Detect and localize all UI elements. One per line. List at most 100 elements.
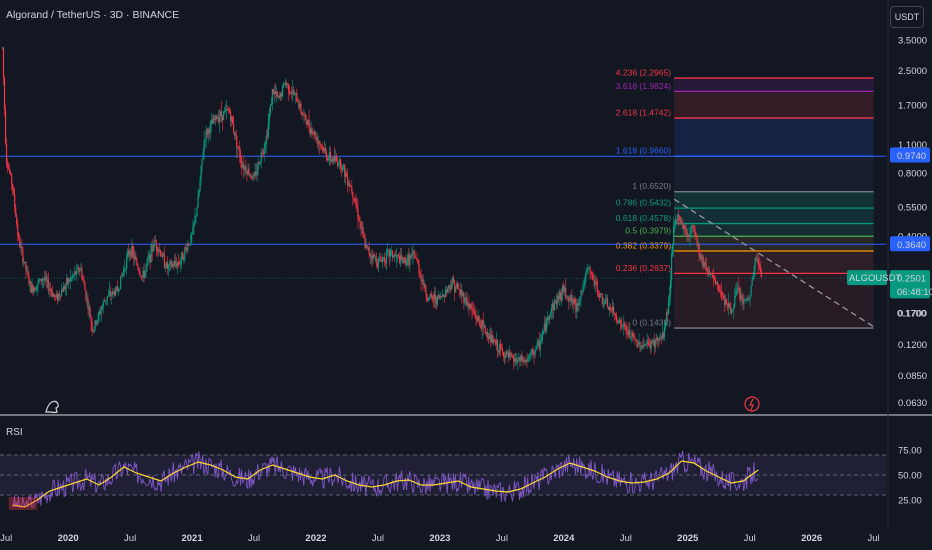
candle-body bbox=[668, 293, 671, 300]
candle-body bbox=[687, 235, 689, 237]
candle-body bbox=[742, 298, 744, 305]
candle-body bbox=[553, 300, 556, 311]
candle-body bbox=[577, 303, 579, 306]
candle-body bbox=[298, 102, 300, 108]
candle-body bbox=[450, 286, 452, 290]
chart-title[interactable]: Algorand / TetherUS · 3D · BINANCE bbox=[6, 9, 180, 21]
candle-body bbox=[747, 298, 749, 301]
candle-body bbox=[612, 306, 615, 313]
candle-body bbox=[338, 159, 341, 165]
fib-zone bbox=[674, 208, 874, 224]
candle-body bbox=[707, 270, 709, 273]
candle-body bbox=[453, 277, 455, 283]
candle-body bbox=[532, 348, 534, 355]
candle-body bbox=[661, 332, 664, 339]
candle-body bbox=[278, 95, 281, 98]
candle-body bbox=[457, 283, 459, 289]
price-tag-label: 0.1700 bbox=[897, 308, 926, 319]
candle-body bbox=[492, 339, 494, 344]
candle-body bbox=[137, 265, 139, 270]
candle-body bbox=[146, 259, 148, 266]
candle-body bbox=[753, 266, 755, 278]
candle-body bbox=[615, 313, 617, 316]
candle-body bbox=[406, 261, 408, 266]
candle-body bbox=[149, 254, 151, 263]
candle-body bbox=[293, 89, 295, 95]
time-tick-label: Jul bbox=[248, 533, 260, 544]
candle-body bbox=[420, 274, 422, 282]
candle-body bbox=[18, 235, 20, 239]
candle-body bbox=[2, 47, 5, 79]
candle-body bbox=[307, 119, 309, 125]
candle-body bbox=[660, 336, 663, 339]
candle-body bbox=[634, 338, 636, 340]
price-tag-label: 0.3640 bbox=[897, 240, 926, 251]
candle-body bbox=[37, 280, 39, 285]
candle-body bbox=[54, 295, 57, 297]
candle-body bbox=[389, 251, 392, 257]
candle-body bbox=[712, 275, 714, 279]
candle-body bbox=[447, 285, 450, 289]
candle-body bbox=[189, 244, 191, 246]
candle-body bbox=[219, 111, 222, 118]
candle-body bbox=[91, 322, 93, 331]
candle-body bbox=[134, 256, 136, 260]
candle-body bbox=[726, 299, 728, 305]
candle-body bbox=[744, 299, 746, 301]
candle-body bbox=[561, 292, 563, 301]
candle-body bbox=[629, 330, 631, 338]
candle-body bbox=[688, 235, 690, 238]
candle-body bbox=[221, 115, 224, 121]
candle-body bbox=[412, 251, 414, 254]
candle-body bbox=[235, 135, 237, 137]
candle-body bbox=[385, 250, 388, 264]
candle-body bbox=[483, 325, 485, 327]
rsi-moving-average bbox=[12, 460, 759, 508]
candle-body bbox=[227, 109, 230, 111]
candle-body bbox=[403, 257, 405, 263]
candle-body bbox=[556, 296, 559, 305]
candle-body bbox=[150, 245, 152, 263]
candle-body bbox=[157, 249, 159, 252]
price-tag bbox=[890, 283, 930, 299]
candle-body bbox=[432, 297, 434, 300]
rsi-pane: 75.00 50.00 25.00 bbox=[0, 446, 922, 510]
candle-body bbox=[424, 283, 426, 292]
time-tick-label: Jul bbox=[372, 533, 384, 544]
candle-body bbox=[104, 300, 106, 302]
lightning-icon[interactable] bbox=[744, 396, 760, 412]
candle-body bbox=[459, 288, 461, 295]
candle-body bbox=[473, 309, 475, 314]
fib-retracement[interactable]: 4.236 (2.2965) 3.618 (1.9824) 2.618 (1.474… bbox=[616, 68, 874, 329]
candle-body bbox=[60, 290, 63, 297]
candle-body bbox=[214, 115, 216, 121]
candle-body bbox=[537, 340, 539, 343]
candle-body bbox=[496, 340, 499, 351]
candle-body bbox=[675, 219, 677, 225]
price-tag-label: 0.9740 bbox=[897, 151, 926, 162]
candle-body bbox=[11, 174, 13, 184]
candle-body bbox=[168, 263, 171, 265]
candle-body bbox=[262, 153, 264, 155]
candle-body bbox=[637, 344, 639, 348]
candle-body bbox=[331, 159, 334, 162]
candle-body bbox=[78, 267, 80, 272]
candle-body bbox=[414, 253, 416, 258]
horizontal-lines[interactable] bbox=[0, 155, 886, 279]
candle-body bbox=[215, 115, 217, 120]
candle-body bbox=[640, 347, 642, 349]
candle-body bbox=[380, 260, 382, 263]
candle-body bbox=[730, 307, 732, 314]
candle-body bbox=[317, 141, 319, 144]
currency-unit-button[interactable]: USDT bbox=[890, 6, 924, 28]
candle-body bbox=[679, 216, 681, 221]
candle-body bbox=[23, 262, 25, 263]
rsi-pane-label[interactable]: RSI bbox=[6, 427, 23, 438]
rsi-line bbox=[12, 450, 759, 508]
candle-body bbox=[388, 249, 391, 257]
candle-body bbox=[59, 295, 62, 297]
rsi-oversold-fill bbox=[8, 497, 38, 510]
candle-body bbox=[510, 352, 512, 357]
candle-body bbox=[6, 163, 9, 168]
